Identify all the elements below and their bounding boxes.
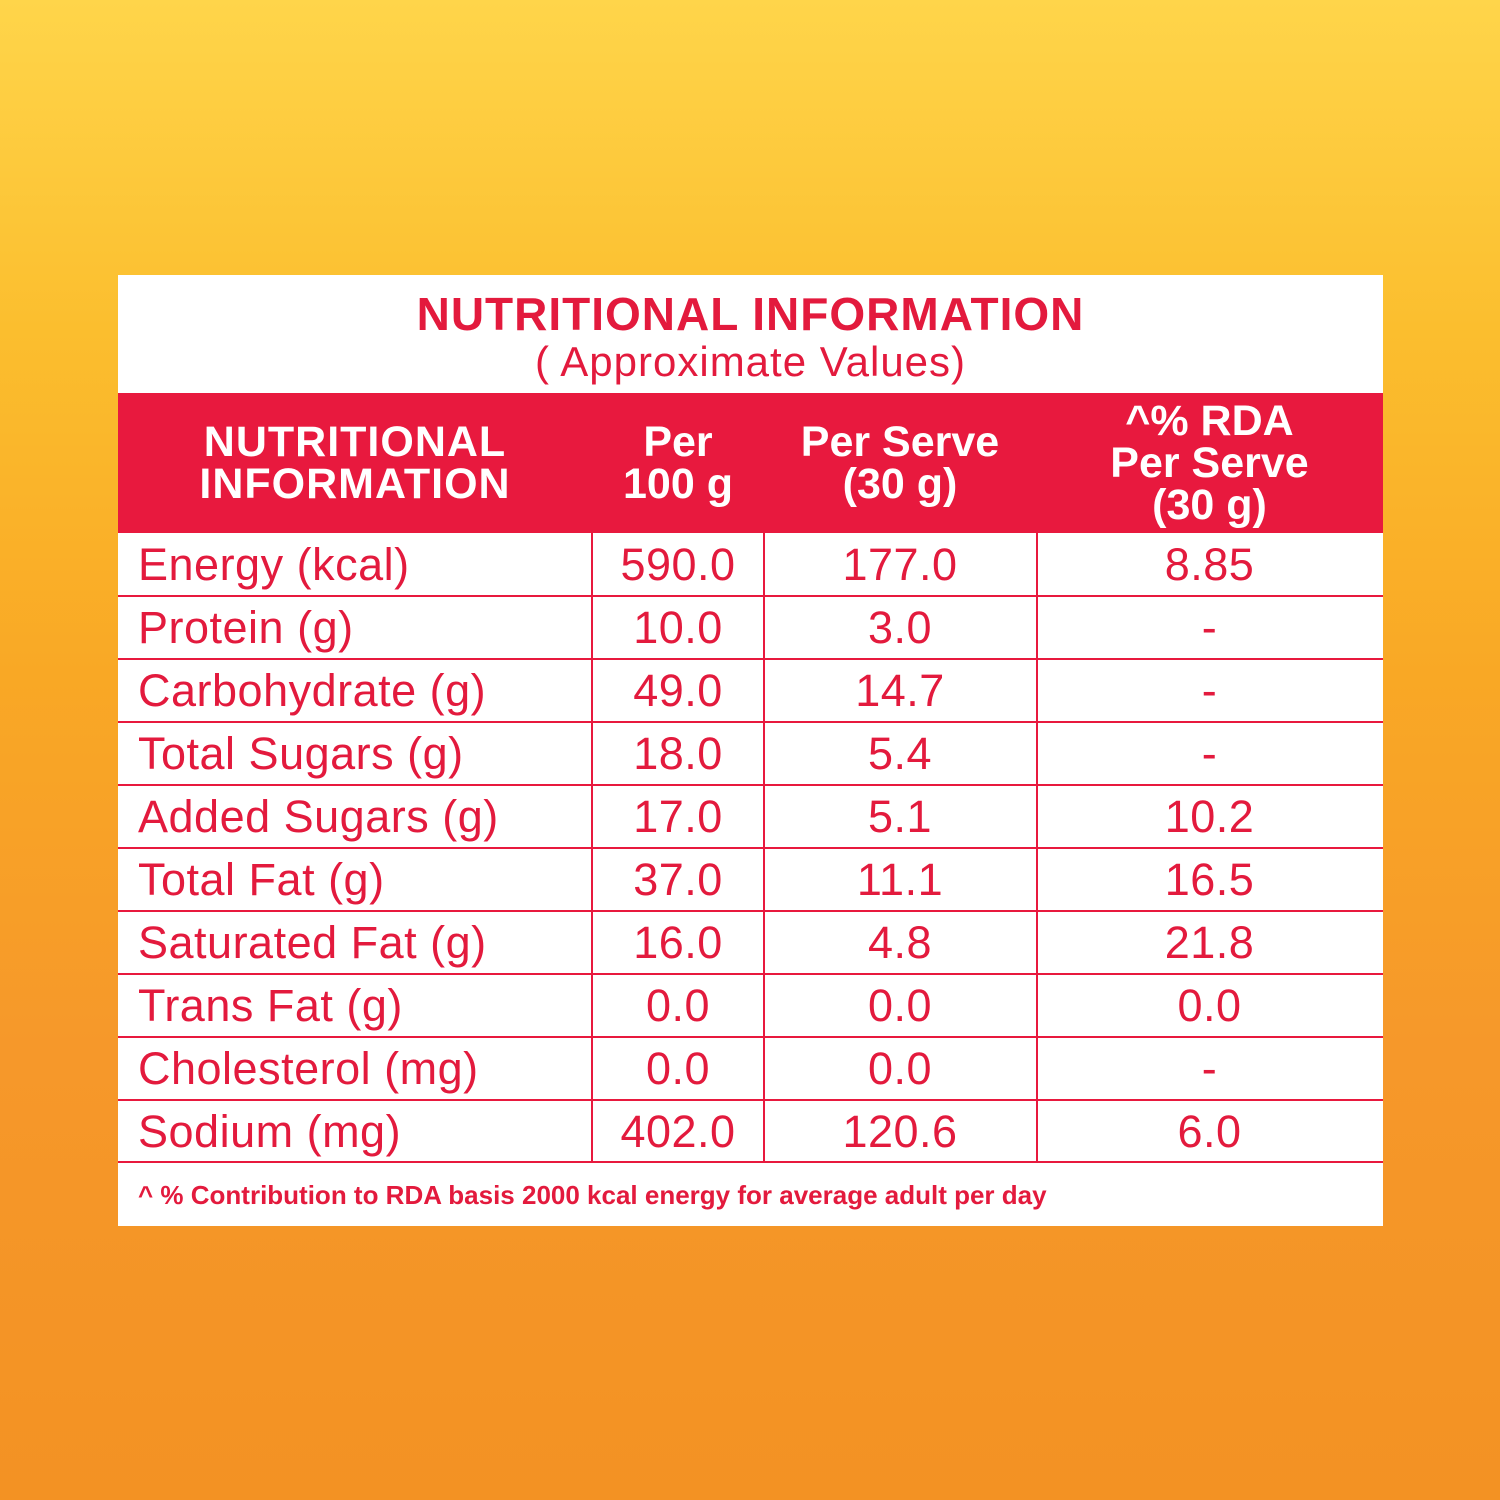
nutrient-name: Total Fat (g) <box>138 854 385 905</box>
header-per-100g: Per 100 g <box>623 418 733 508</box>
row-divider <box>118 721 1383 723</box>
label-subtitle: ( Approximate Values) <box>534 338 967 385</box>
nutrient-name: Total Sugars (g) <box>138 728 464 779</box>
rda-footnote: ^ % Contribution to RDA basis 2000 kcal … <box>138 1180 1047 1210</box>
table-row: Added Sugars (g) 17.0 5.1 10.2 <box>118 785 1383 848</box>
nutrient-name: Trans Fat (g) <box>138 980 403 1031</box>
row-divider <box>118 910 1383 912</box>
header-rda-per-serve: ^% RDA Per Serve (30 g) <box>1110 397 1309 529</box>
header-per-serve: Per Serve (30 g) <box>800 418 1000 508</box>
value-rda: 16.5 <box>1164 854 1255 905</box>
value-per-100g: 37.0 <box>633 854 723 905</box>
value-per-serve: 177.0 <box>842 539 958 590</box>
value-per-serve: 11.1 <box>856 854 944 905</box>
value-rda: - <box>1201 728 1218 779</box>
row-divider <box>118 847 1383 849</box>
value-rda: 10.2 <box>1164 791 1255 842</box>
table-row: Trans Fat (g) 0.0 0.0 0.0 <box>118 974 1383 1037</box>
value-per-serve: 3.0 <box>867 602 933 653</box>
row-divider <box>118 1161 1383 1163</box>
value-per-serve: 4.8 <box>867 917 933 968</box>
nutrient-name: Saturated Fat (g) <box>138 917 487 968</box>
value-rda: - <box>1201 602 1218 653</box>
row-divider <box>118 784 1383 786</box>
value-per-100g: 0.0 <box>645 1043 711 1094</box>
table-row: Saturated Fat (g) 16.0 4.8 21.8 <box>118 911 1383 974</box>
row-divider <box>118 595 1383 597</box>
value-per-100g: 17.0 <box>633 791 723 842</box>
nutrient-name: Protein (g) <box>138 602 354 653</box>
column-divider <box>1036 533 1038 1163</box>
table-header: NUTRITIONAL INFORMATION Per 100 g Per Se… <box>118 393 1383 533</box>
table-row: Carbohydrate (g) 49.0 14.7 - <box>118 659 1383 722</box>
value-per-100g: 10.0 <box>633 602 723 653</box>
value-per-100g: 49.0 <box>633 665 723 716</box>
value-rda: 21.8 <box>1164 917 1255 968</box>
value-per-100g: 0.0 <box>645 980 711 1031</box>
value-per-serve: 14.7 <box>855 665 945 716</box>
row-divider <box>118 658 1383 660</box>
value-per-serve: 5.4 <box>867 728 933 779</box>
value-per-serve: 5.1 <box>867 791 933 842</box>
value-per-100g: 402.0 <box>620 1106 736 1157</box>
column-divider <box>591 533 593 1163</box>
table-row: Total Sugars (g) 18.0 5.4 - <box>118 722 1383 785</box>
value-per-100g: 16.0 <box>633 917 723 968</box>
value-rda: 6.0 <box>1177 1106 1242 1157</box>
value-rda: - <box>1201 1043 1218 1094</box>
row-divider <box>118 973 1383 975</box>
title-block: NUTRITIONAL INFORMATION ( Approximate Va… <box>118 275 1383 393</box>
table-row: Sodium (mg) 402.0 120.6 6.0 <box>118 1100 1383 1163</box>
nutrition-table: Energy (kcal) 590.0 177.0 8.85 Protein (… <box>118 533 1383 1163</box>
nutrient-name: Sodium (mg) <box>138 1106 402 1157</box>
nutrient-name: Cholesterol (mg) <box>138 1043 479 1094</box>
value-rda: 8.85 <box>1164 539 1255 590</box>
label-title: NUTRITIONAL INFORMATION <box>416 288 1085 340</box>
nutrient-name: Added Sugars (g) <box>138 791 499 842</box>
column-divider <box>763 533 765 1163</box>
table-row: Energy (kcal) 590.0 177.0 8.85 <box>118 533 1383 596</box>
value-per-serve: 120.6 <box>842 1106 958 1157</box>
table-row: Cholesterol (mg) 0.0 0.0 - <box>118 1037 1383 1100</box>
nutrient-name: Carbohydrate (g) <box>138 665 487 716</box>
value-rda: 0.0 <box>1177 980 1242 1031</box>
header-nutritional-information: NUTRITIONAL INFORMATION <box>199 418 511 508</box>
nutrient-name: Energy (kcal) <box>138 539 410 590</box>
table-row: Total Fat (g) 37.0 11.1 16.5 <box>118 848 1383 911</box>
value-per-100g: 18.0 <box>633 728 723 779</box>
nutrition-label-card: NUTRITIONAL INFORMATION ( Approximate Va… <box>118 275 1383 1226</box>
value-per-serve: 0.0 <box>867 980 933 1031</box>
value-per-serve: 0.0 <box>867 1043 933 1094</box>
value-rda: - <box>1201 665 1218 716</box>
value-per-100g: 590.0 <box>620 539 736 590</box>
row-divider <box>118 1036 1383 1038</box>
table-row: Protein (g) 10.0 3.0 - <box>118 596 1383 659</box>
row-divider <box>118 1099 1383 1101</box>
